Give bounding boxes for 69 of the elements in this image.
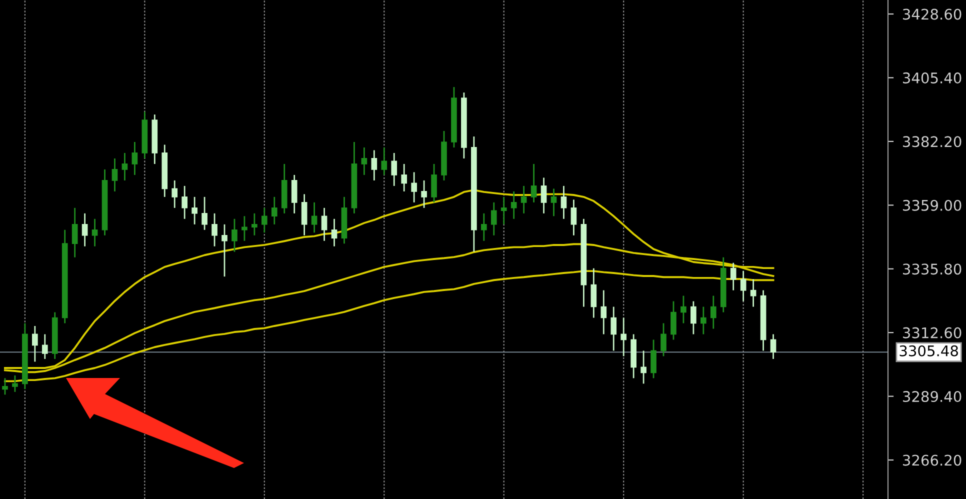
y-tick-label: 3428.60 [903, 8, 962, 20]
candlestick [381, 146, 388, 176]
candlestick [92, 218, 98, 248]
candlestick [770, 334, 776, 360]
candlestick [570, 198, 577, 236]
candlestick [620, 317, 627, 357]
candlestick [590, 268, 597, 318]
candlestick [540, 176, 547, 214]
candlestick [291, 174, 298, 214]
ref-line-label: 3305.48 [900, 345, 958, 356]
candlestick [252, 212, 258, 236]
candlestick [331, 218, 338, 248]
y-tick-label: 3335.80 [903, 264, 962, 275]
candlestick [640, 350, 646, 384]
y-tick-label: 3312.60 [903, 327, 962, 338]
candlestick [411, 171, 417, 204]
candlestick [670, 300, 676, 340]
candlestick [202, 196, 208, 231]
y-tick-label: 3359.00 [903, 200, 962, 211]
candlestick [321, 207, 328, 242]
candlestick [730, 262, 736, 291]
candlestick [401, 163, 408, 192]
candlestick [222, 224, 228, 278]
candlestick [32, 325, 38, 362]
candlestick [182, 185, 188, 220]
candlestick [242, 215, 248, 242]
candlestick [560, 185, 567, 220]
candlestick [690, 300, 696, 335]
candlestick [710, 295, 716, 330]
candlestick [510, 190, 517, 220]
candlestick [650, 339, 656, 379]
candlestick [232, 218, 238, 253]
candlestick [490, 202, 497, 236]
y-tick-label: 3266.20 [903, 454, 962, 466]
candlestick [610, 306, 617, 352]
candlestick [212, 212, 218, 248]
candlestick [112, 158, 118, 192]
candlestick [500, 196, 507, 226]
candlestick [391, 152, 398, 187]
candlestick [311, 202, 318, 234]
candlestick [361, 146, 368, 176]
candlestick [421, 180, 427, 209]
candlestick [600, 290, 607, 335]
candlestick [301, 193, 308, 236]
candlestick [261, 207, 268, 234]
candlestick [132, 141, 138, 176]
candlestick [740, 270, 746, 302]
candlestick [122, 152, 128, 182]
candlestick [72, 207, 78, 258]
candlestick [520, 185, 527, 214]
candlestick [700, 306, 706, 335]
candlestick [660, 322, 666, 357]
candlestick [271, 196, 278, 226]
y-tick-label: 3382.20 [903, 136, 962, 148]
candlestick [530, 163, 537, 204]
y-tick-label: 3405.40 [903, 72, 962, 84]
candlestick [2, 377, 8, 396]
candlestick [371, 150, 378, 182]
candlestick [12, 374, 18, 393]
candlestick [431, 163, 437, 204]
y-tick-label: 3289.40 [903, 391, 962, 402]
candlestick [680, 295, 686, 324]
candlestick [42, 334, 48, 360]
candlestick [550, 188, 557, 217]
candlestick [750, 278, 756, 308]
candlestick [480, 212, 487, 242]
candlestick [82, 212, 88, 248]
candlestick [192, 196, 198, 226]
candlestick [172, 180, 178, 209]
